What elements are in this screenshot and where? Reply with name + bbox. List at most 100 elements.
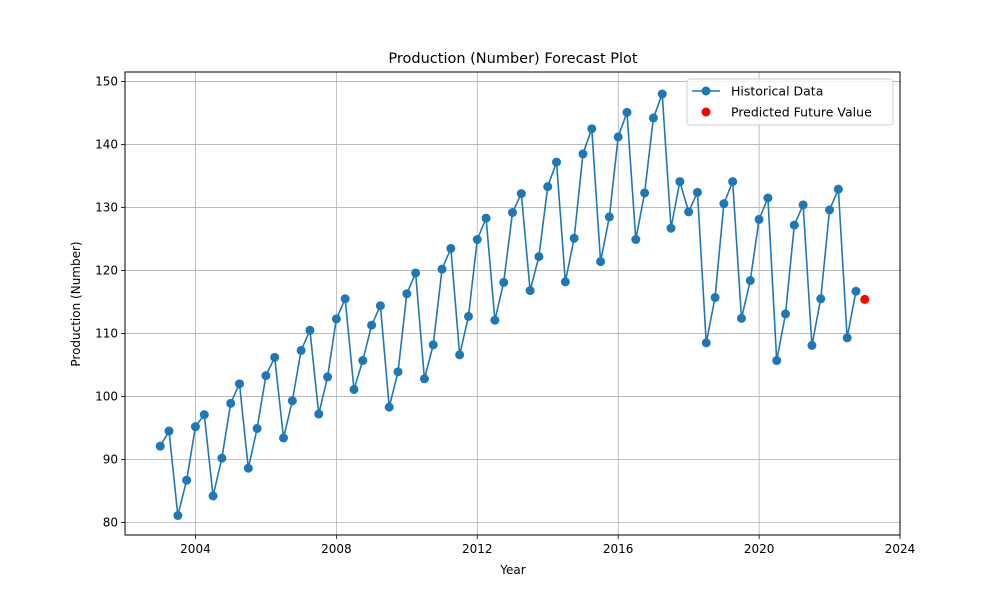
historical-data-point <box>842 333 852 343</box>
x-tick-label: 2024 <box>885 542 916 556</box>
x-axis-ticks: 2004 2008 2012 2016 2020 2024 <box>180 535 915 556</box>
historical-data-point <box>375 301 385 311</box>
legend-historical-marker <box>701 86 711 96</box>
historical-data-point <box>490 315 500 325</box>
series-layer <box>155 89 870 520</box>
historical-data-point <box>463 311 473 321</box>
plot-frame <box>124 71 901 536</box>
historical-data-point <box>798 200 808 210</box>
x-axis-label: Year <box>499 563 525 577</box>
historical-data-point <box>728 177 738 187</box>
historical-data-point <box>367 320 377 330</box>
historical-data-point <box>569 233 579 243</box>
historical-data-point <box>419 374 429 384</box>
y-axis-label: Production (Number) <box>69 241 83 366</box>
historical-data-point <box>428 340 438 350</box>
historical-data-point <box>560 277 570 287</box>
historical-data-point <box>763 193 773 203</box>
historical-data-point <box>384 402 394 412</box>
historical-data-point <box>455 350 465 360</box>
historical-data-point <box>648 113 658 123</box>
chart-title: Production (Number) Forecast Plot <box>388 51 638 67</box>
historical-data-point <box>789 220 799 230</box>
historical-data-point <box>596 257 606 267</box>
grid-lines <box>125 72 901 535</box>
legend-predicted-marker <box>701 107 711 117</box>
historical-data-point <box>825 205 835 215</box>
historical-data-point <box>525 286 535 296</box>
historical-data-point <box>508 207 517 217</box>
historical-data-point <box>587 124 597 134</box>
historical-data-point <box>358 356 368 366</box>
historical-data-point <box>305 325 315 335</box>
historical-data-point <box>684 207 694 217</box>
historical-data-point <box>296 345 306 355</box>
historical-data-point <box>657 89 667 99</box>
historical-data-point <box>331 314 341 324</box>
historical-data-point <box>516 189 526 199</box>
y-tick-label: 100 <box>95 389 118 403</box>
historical-data-point <box>736 313 746 323</box>
historical-data-point <box>781 309 791 319</box>
legend: Historical Data Predicted Future Value <box>686 78 894 126</box>
historical-data-point <box>622 107 632 117</box>
historical-data-point <box>701 338 711 348</box>
historical-data-point <box>199 410 209 420</box>
historical-data-point <box>640 188 650 198</box>
historical-data-point <box>287 396 297 406</box>
x-tick-label: 2020 <box>744 542 775 556</box>
historical-data-point <box>340 294 350 304</box>
y-tick-label: 130 <box>95 200 118 214</box>
historical-data-point <box>631 235 641 245</box>
y-tick-label: 90 <box>103 452 118 466</box>
historical-data-point <box>816 294 826 304</box>
historical-data-point <box>155 441 165 451</box>
historical-data-point <box>851 286 861 296</box>
historical-data-point <box>534 252 544 262</box>
historical-data-point <box>833 184 843 194</box>
y-tick-label: 80 <box>103 515 118 529</box>
historical-data-point <box>234 379 244 389</box>
historical-data-point <box>675 177 685 187</box>
legend-historical-label: Historical Data <box>731 84 823 99</box>
historical-data-point <box>173 510 183 520</box>
x-tick-label: 2008 <box>321 542 352 556</box>
historical-data-point <box>666 223 676 233</box>
x-tick-label: 2016 <box>603 542 634 556</box>
y-axis-ticks: 80 90 100 110 120 130 140 150 <box>95 74 125 529</box>
historical-data-point <box>437 264 447 274</box>
historical-data-point <box>446 243 456 253</box>
historical-data-point <box>226 398 236 408</box>
historical-data-point <box>208 491 218 501</box>
historical-data-point <box>481 213 491 223</box>
historical-data-point <box>323 372 333 382</box>
historical-data-point <box>243 463 253 473</box>
historical-data-point <box>754 214 764 224</box>
historical-data-point <box>314 409 324 419</box>
historical-data-point <box>613 132 623 142</box>
historical-data-point <box>164 426 174 436</box>
historical-data-point <box>710 293 720 303</box>
legend-predicted-label: Predicted Future Value <box>731 105 872 120</box>
y-tick-label: 150 <box>95 74 118 88</box>
historical-data-point <box>411 268 421 278</box>
legend-box <box>686 78 894 126</box>
historical-data-point <box>604 212 614 222</box>
historical-data-point <box>543 182 553 192</box>
historical-data-point <box>552 157 562 167</box>
x-tick-label: 2004 <box>180 542 211 556</box>
historical-data-point <box>692 187 702 197</box>
historical-series-line <box>159 93 857 517</box>
historical-data-point <box>270 352 280 362</box>
historical-data-point <box>719 199 729 209</box>
historical-data-point <box>217 453 227 463</box>
historical-data-point <box>772 356 782 366</box>
historical-data-point <box>182 475 192 485</box>
historical-data-point <box>745 276 755 286</box>
historical-data-point <box>279 433 289 443</box>
predicted-future-point <box>860 294 870 304</box>
historical-data-point <box>402 289 412 299</box>
y-tick-label: 140 <box>95 137 118 151</box>
historical-data-point <box>472 235 482 245</box>
